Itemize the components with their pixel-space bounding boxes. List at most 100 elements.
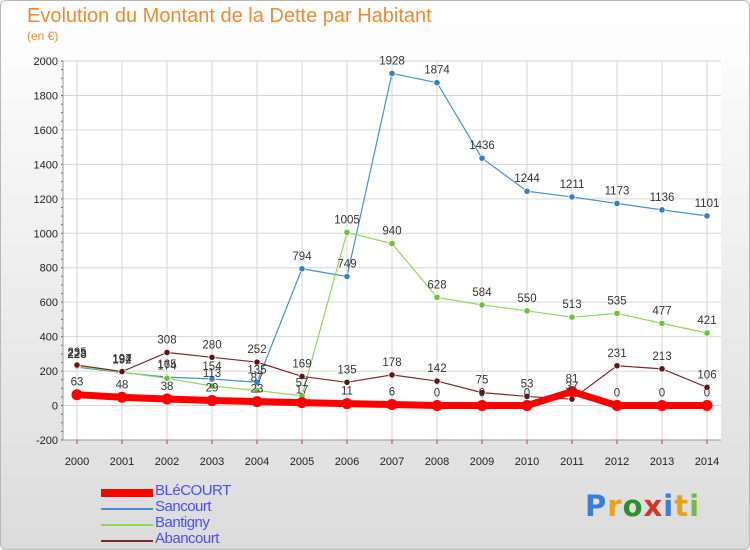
data-point-abancourt xyxy=(478,389,486,397)
data-label-sancourt: 1211 xyxy=(560,179,585,191)
data-label-bantigny: 584 xyxy=(472,287,492,299)
data-point-abancourt xyxy=(613,362,621,370)
y-tick-label: 1400 xyxy=(34,159,58,171)
data-point-bl-court xyxy=(341,398,353,410)
data-point-bl-court xyxy=(431,400,443,412)
data-label-sancourt: 794 xyxy=(292,251,312,263)
data-point-sancourt xyxy=(703,212,711,220)
data-label-sancourt: 1136 xyxy=(650,192,675,204)
x-tick-label: 2002 xyxy=(155,456,179,468)
data-label-sancourt: 749 xyxy=(337,259,356,271)
data-label-bl-court: 38 xyxy=(161,381,174,393)
data-point-bantigny xyxy=(253,386,261,395)
data-point-bl-court xyxy=(521,400,533,412)
x-tick-label: 2014 xyxy=(695,456,719,468)
data-point-bl-court xyxy=(296,397,308,409)
data-label-abancourt: 280 xyxy=(202,339,221,351)
data-label-bl-court: 81 xyxy=(566,374,579,386)
x-tick-label: 2008 xyxy=(425,456,449,468)
data-label-abancourt: 106 xyxy=(697,369,716,381)
x-tick-label: 2001 xyxy=(110,456,134,468)
x-tick-label: 2009 xyxy=(470,456,494,468)
data-point-bl-court xyxy=(161,393,173,405)
x-tick-label: 2006 xyxy=(335,456,359,468)
y-tick-label: -200 xyxy=(36,435,58,447)
data-point-bl-court xyxy=(611,400,623,412)
data-point-abancourt xyxy=(208,353,216,361)
chart-title: Evolution du Montant de la Dette par Hab… xyxy=(27,5,432,27)
y-tick-label: 1800 xyxy=(34,90,58,102)
x-tick-label: 2007 xyxy=(380,456,404,468)
data-point-bl-court xyxy=(656,400,668,412)
legend-swatch xyxy=(101,524,153,526)
data-point-bl-court xyxy=(251,396,263,408)
x-tick-label: 2000 xyxy=(65,456,89,468)
data-label-abancourt: 169 xyxy=(292,358,311,370)
data-point-sancourt xyxy=(208,375,216,383)
data-label-abancourt: 235 xyxy=(67,347,86,359)
data-point-bantigny xyxy=(163,374,171,382)
data-label-bl-court: 48 xyxy=(116,379,129,391)
y-tick-label: 1200 xyxy=(34,194,58,206)
legend-label: BLéCOURT xyxy=(155,482,231,499)
data-label-sancourt: 1173 xyxy=(605,185,630,197)
legend-label: Bantigny xyxy=(155,514,210,531)
data-point-sancourt xyxy=(388,69,396,78)
data-point-abancourt xyxy=(523,392,531,401)
data-label-abancourt: 308 xyxy=(157,334,176,346)
data-label-sancourt: 154 xyxy=(202,361,222,373)
data-label-bantigny: 228 xyxy=(67,348,86,360)
data-label-abancourt: 178 xyxy=(382,357,401,369)
data-label-bl-court: 0 xyxy=(614,388,620,400)
data-label-bl-court: 0 xyxy=(704,388,710,400)
data-label-bantigny: 477 xyxy=(652,305,671,317)
data-point-bantigny xyxy=(523,307,531,315)
data-label-sancourt: 165 xyxy=(157,359,176,371)
x-tick-label: 2012 xyxy=(605,456,629,468)
data-label-bl-court: 0 xyxy=(524,388,530,400)
data-label-bantigny: 535 xyxy=(607,295,626,307)
data-label-sancourt: 1101 xyxy=(695,198,720,210)
proxiti-logo: Proxiti xyxy=(585,489,701,523)
y-tick-label: 800 xyxy=(40,263,58,275)
data-point-sancourt xyxy=(253,378,261,386)
data-point-sancourt xyxy=(658,206,666,214)
data-point-sancourt xyxy=(298,265,306,273)
data-label-sancourt: 1436 xyxy=(469,140,495,152)
data-label-sancourt: 223 xyxy=(67,349,86,361)
data-point-sancourt xyxy=(433,79,441,87)
data-label-bl-court: 0 xyxy=(479,388,485,400)
data-point-bl-court xyxy=(476,400,488,412)
data-label-abancourt: 197 xyxy=(112,354,131,366)
data-point-abancourt xyxy=(433,377,441,385)
legend-label: Sancourt xyxy=(155,498,212,515)
data-label-bl-court: 29 xyxy=(206,383,219,395)
data-label-abancourt: 213 xyxy=(652,351,671,363)
data-point-bl-court xyxy=(386,399,398,411)
data-point-bl-court xyxy=(566,386,578,398)
data-point-abancourt xyxy=(343,378,351,386)
data-point-bl-court xyxy=(701,400,713,412)
x-tick-label: 2011 xyxy=(560,456,584,468)
data-point-abancourt xyxy=(658,365,666,373)
data-point-bantigny xyxy=(433,293,441,301)
data-label-bl-court: 17 xyxy=(296,385,309,397)
data-label-abancourt: 135 xyxy=(337,364,356,376)
data-label-abancourt: 53 xyxy=(521,378,534,390)
data-label-bantigny: 174 xyxy=(157,360,177,372)
data-point-sancourt xyxy=(568,193,576,201)
data-label-bl-court: 0 xyxy=(434,388,440,400)
data-label-bantigny: 194 xyxy=(112,354,132,366)
data-point-abancourt xyxy=(388,371,396,379)
data-point-sancourt xyxy=(343,272,351,281)
y-tick-label: 1600 xyxy=(34,125,58,137)
data-point-bantigny xyxy=(388,240,396,248)
data-label-bantigny: 513 xyxy=(562,299,581,311)
data-label-bl-court: 11 xyxy=(341,386,353,398)
data-label-sancourt: 135 xyxy=(247,364,266,376)
data-label-bantigny: 1005 xyxy=(334,214,360,226)
data-label-bantigny: 940 xyxy=(382,226,401,238)
x-tick-label: 2004 xyxy=(245,456,269,468)
data-point-sancourt xyxy=(478,154,486,162)
data-point-bantigny xyxy=(208,382,216,390)
